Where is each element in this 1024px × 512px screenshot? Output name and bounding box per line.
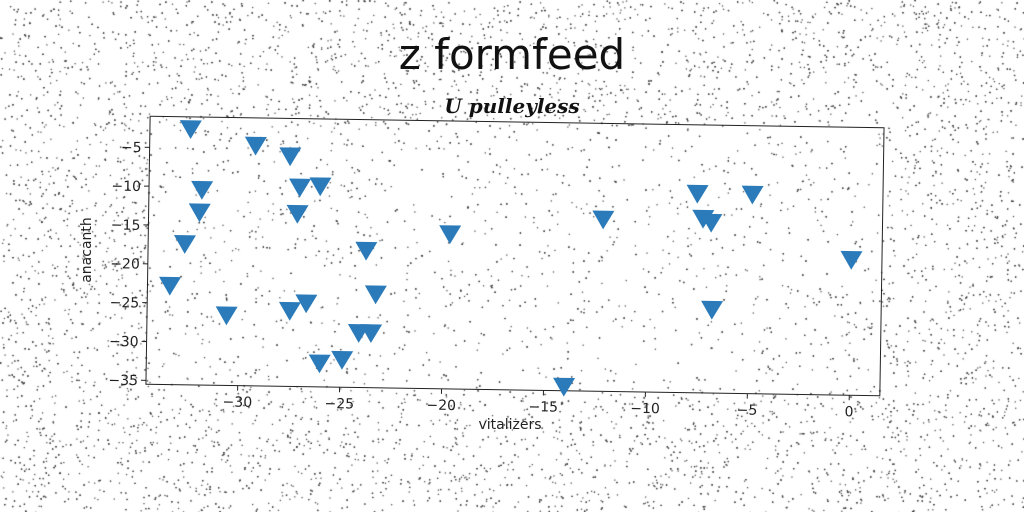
y-tick-label: −35 xyxy=(108,373,138,389)
data-point xyxy=(173,235,196,254)
data-point xyxy=(355,241,378,261)
y-axis-label: anacanth xyxy=(79,217,95,283)
x-tick-label: −25 xyxy=(324,396,354,412)
x-axis-label: vitalizers xyxy=(478,417,541,433)
data-point xyxy=(159,276,182,296)
data-point xyxy=(364,285,387,305)
data-point xyxy=(244,136,267,156)
data-point xyxy=(331,350,354,370)
data-point xyxy=(360,324,383,344)
data-point xyxy=(741,185,764,205)
y-tick-label: −15 xyxy=(111,217,141,233)
plot-area-frame xyxy=(145,115,885,397)
x-tick-label: −30 xyxy=(222,394,252,410)
x-axis: −30 −25 −20 −15 −10 −5 0 xyxy=(222,385,854,420)
x-tick-label: −20 xyxy=(426,398,456,414)
x-tick-label: −10 xyxy=(630,401,660,417)
y-tick-label: −5 xyxy=(121,140,142,156)
data-point xyxy=(188,203,211,223)
data-point xyxy=(700,213,723,233)
data-point xyxy=(191,180,214,200)
data-point xyxy=(840,250,863,270)
data-point xyxy=(278,301,301,321)
x-tick-label: −5 xyxy=(737,403,758,419)
data-point xyxy=(289,178,312,198)
data-point xyxy=(179,120,202,139)
y-tick-label: −30 xyxy=(109,334,139,350)
x-tick-label: 0 xyxy=(844,404,853,420)
chart-title: z formfeed xyxy=(398,30,626,79)
data-point xyxy=(701,300,724,320)
data-point xyxy=(286,204,309,224)
data-point xyxy=(295,294,318,314)
data-point xyxy=(279,147,302,167)
y-tick-label: −25 xyxy=(110,295,140,311)
y-tick-label: −20 xyxy=(110,256,140,272)
data-point xyxy=(309,177,332,197)
data-point xyxy=(553,377,576,397)
data-point xyxy=(308,354,331,374)
y-axis: −5 −10 −15 −20 −25 −30 −35 xyxy=(108,140,150,389)
data-points xyxy=(159,120,863,397)
y-tick-label: −10 xyxy=(111,179,141,195)
data-point xyxy=(686,184,709,204)
data-point xyxy=(215,306,238,326)
x-tick-label: −15 xyxy=(528,399,558,415)
data-point xyxy=(592,210,615,230)
chart-subtitle: U pulleyless xyxy=(444,94,580,118)
data-point xyxy=(439,225,462,245)
